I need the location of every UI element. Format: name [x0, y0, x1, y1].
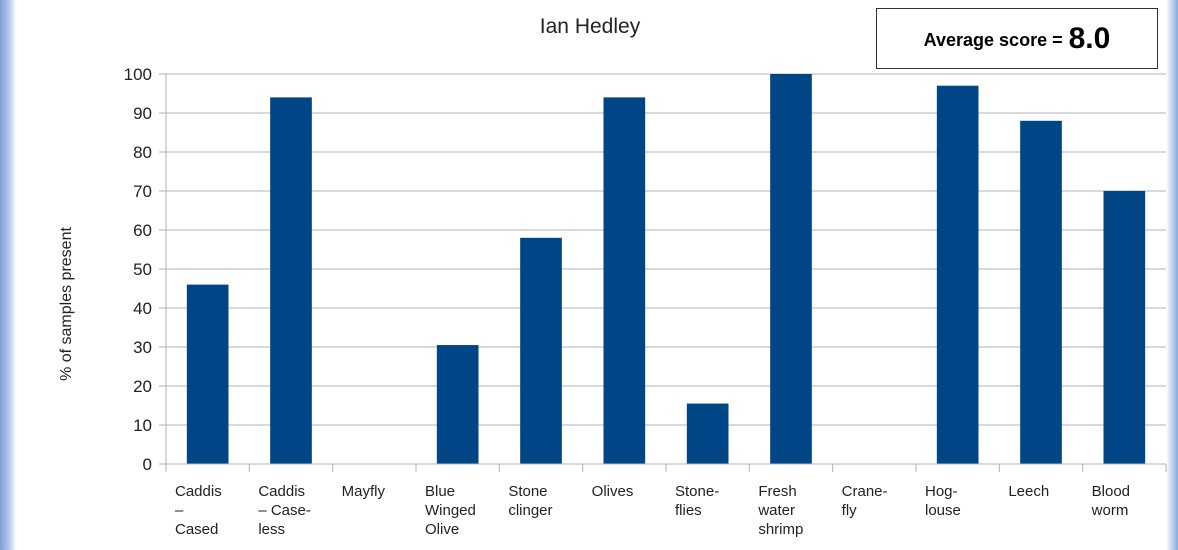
x-category-line: –: [175, 502, 184, 519]
y-tick-label: 20: [133, 377, 152, 396]
bar: [603, 97, 646, 465]
x-category-label: Crane-fly: [842, 483, 888, 519]
chart-title: Ian Hedley: [540, 15, 641, 38]
x-category-line: Stone-: [675, 483, 719, 500]
x-category-line: worm: [1091, 502, 1129, 519]
y-tick-label: 0: [143, 455, 152, 474]
y-tick-label: 30: [133, 338, 152, 357]
y-tick-label: 50: [133, 260, 152, 279]
y-axis-ticks: 0 10 20 30 40 50 60 70 80 90 100: [124, 65, 166, 474]
x-category-label: Caddis – Cased: [175, 483, 222, 538]
x-category-line: Blue: [425, 483, 455, 500]
x-category-label: Fresh water shrimp: [757, 483, 803, 538]
x-category-line: Caddis: [175, 483, 222, 500]
bar: [270, 97, 312, 465]
y-tick-label: 100: [124, 65, 152, 84]
bar: [1020, 120, 1062, 465]
bar: [936, 85, 979, 464]
bar: [186, 284, 229, 464]
x-category-line: water: [757, 502, 795, 519]
y-tick-label: 60: [133, 221, 152, 240]
average-score-value: 8.0: [1068, 21, 1111, 55]
x-category-line: fly: [842, 502, 858, 519]
x-category-line: Leech: [1008, 483, 1049, 500]
x-category-label: Leech: [1008, 483, 1049, 500]
x-category-line: shrimp: [758, 521, 803, 538]
x-category-label: Stone clinger: [508, 483, 552, 519]
x-category-line: Olive: [425, 521, 459, 538]
x-category-line: Caddis: [258, 483, 305, 500]
average-score-box: Average score = 8.0: [876, 8, 1158, 69]
gridlines: [166, 73, 1166, 465]
y-tick-label: 70: [133, 182, 152, 201]
bar: [1103, 191, 1146, 464]
x-category-line: Olives: [592, 483, 634, 500]
x-category-line: clinger: [508, 502, 552, 519]
bars: [186, 74, 1146, 465]
x-category-label: Stone-flies: [675, 483, 719, 519]
x-category-label: Caddis – Case-less: [258, 483, 311, 538]
x-category-line: less: [258, 521, 285, 538]
x-category-line: Cased: [175, 521, 218, 538]
x-category-line: Hog-: [925, 483, 958, 500]
y-tick-label: 90: [133, 104, 152, 123]
x-category-line: Mayfly: [342, 483, 386, 500]
y-tick-label: 80: [133, 143, 152, 162]
x-category-line: Stone: [508, 483, 547, 500]
x-axis-categories: Caddis – Cased Caddis – Case-less Mayfly Blue W…: [165, 464, 1167, 538]
y-tick-label: 40: [133, 299, 152, 318]
x-category-label: Blood worm: [1091, 483, 1130, 519]
x-category-line: flies: [675, 502, 702, 519]
bar: [686, 403, 729, 464]
y-axis-label: % of samples present: [58, 227, 75, 381]
x-category-line: Winged: [425, 502, 476, 519]
x-category-line: Crane-: [842, 483, 888, 500]
average-score-label: Average score =: [923, 30, 1063, 50]
x-category-label: Hog-louse: [925, 483, 961, 519]
axes: [165, 74, 1166, 465]
x-category-line: Blood: [1092, 483, 1130, 500]
y-tick-label: 10: [133, 416, 152, 435]
x-category-line: – Case-: [258, 502, 311, 519]
x-category-label: Mayfly: [342, 483, 386, 500]
x-category-label: Blue Winged Olive: [425, 483, 476, 538]
x-category-label: Olives: [592, 483, 634, 500]
bar: [436, 345, 479, 464]
bar: [770, 74, 812, 464]
bar: [520, 237, 562, 464]
x-category-line: Fresh: [758, 483, 796, 500]
x-category-line: louse: [925, 502, 961, 519]
